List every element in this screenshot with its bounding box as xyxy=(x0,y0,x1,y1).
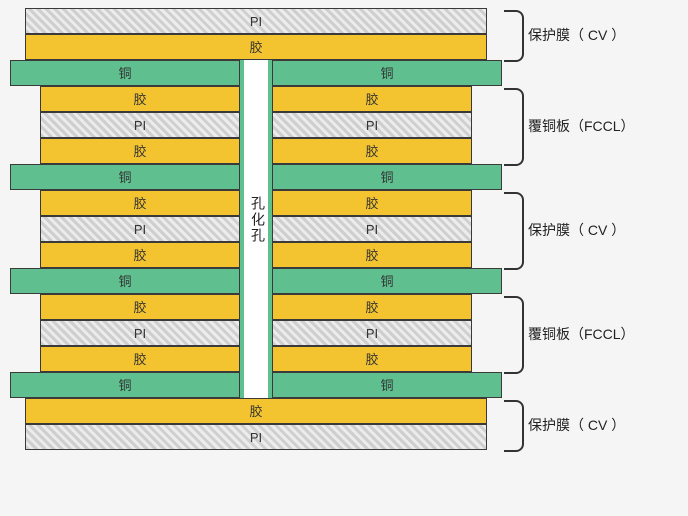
layer-row-pi: PI PI xyxy=(10,112,502,138)
through-hole-segment xyxy=(240,268,272,294)
layer-row-glue: 胶胶 xyxy=(10,242,502,268)
layer-right-copper: 铜 xyxy=(272,60,502,86)
layer-left-glue: 胶 xyxy=(40,294,240,320)
layer-left-copper: 铜 xyxy=(10,60,240,86)
layer-right-pi: PI xyxy=(272,320,472,346)
layer-left-pi: PI xyxy=(40,320,240,346)
layer-left-copper: 铜 xyxy=(10,372,240,398)
group-label: 覆铜板（FCCL） xyxy=(528,324,635,344)
layer-row-copper: 铜铜 xyxy=(10,164,502,190)
layer-right-pi: PI xyxy=(272,216,472,242)
group-label: 保护膜（ CV ） xyxy=(528,415,625,435)
layer-row-pi: PI PI xyxy=(10,320,502,346)
through-hole-segment xyxy=(240,242,272,268)
through-hole-segment xyxy=(240,86,272,112)
layer-row-glue: 胶胶 xyxy=(10,294,502,320)
through-hole-segment xyxy=(240,346,272,372)
through-hole-segment xyxy=(240,320,272,346)
through-hole-segment xyxy=(240,138,272,164)
layer-row-copper: 铜铜 xyxy=(10,60,502,86)
group-label: 覆铜板（FCCL） xyxy=(528,116,635,136)
layer-pi: PI xyxy=(25,8,487,34)
through-hole-segment xyxy=(240,294,272,320)
layer-right-copper: 铜 xyxy=(272,372,502,398)
layer-row-glue: 胶胶 xyxy=(10,138,502,164)
layer-left-copper: 铜 xyxy=(10,268,240,294)
layer-left-glue: 胶 xyxy=(40,346,240,372)
group-brace xyxy=(504,192,524,270)
through-hole-segment xyxy=(240,112,272,138)
layer-row-copper: 铜铜 xyxy=(10,372,502,398)
through-hole-segment xyxy=(240,372,272,398)
group-label-area: 保护膜（ CV ） 覆铜板（FCCL） 保护膜（ CV ） 覆铜板（FCCL） 保护膜（… xyxy=(502,8,672,450)
through-hole-label: 孔化孔 xyxy=(248,196,268,244)
layer-right-glue: 胶 xyxy=(272,138,472,164)
group-label: 保护膜（ CV ） xyxy=(528,25,625,45)
layer-row-glue: 胶胶 xyxy=(10,86,502,112)
layer-right-glue: 胶 xyxy=(272,346,472,372)
layer-right-copper: 铜 xyxy=(272,268,502,294)
group-label: 保护膜（ CV ） xyxy=(528,220,625,240)
layer-left-pi: PI xyxy=(40,216,240,242)
layer-glue: 胶 xyxy=(25,34,487,60)
through-hole-segment xyxy=(240,164,272,190)
layer-row-glue: 胶胶 xyxy=(10,346,502,372)
layer-row-copper: 铜铜 xyxy=(10,268,502,294)
layer-left-copper: 铜 xyxy=(10,164,240,190)
layer-left-glue: 胶 xyxy=(40,86,240,112)
layer-right-glue: 胶 xyxy=(272,86,472,112)
layer-right-glue: 胶 xyxy=(272,190,472,216)
layer-glue: 胶 xyxy=(25,398,487,424)
layer-right-glue: 胶 xyxy=(272,294,472,320)
group-brace xyxy=(504,88,524,166)
group-brace xyxy=(504,400,524,452)
layer-left-pi: PI xyxy=(40,112,240,138)
pcb-stackup-diagram: PI胶铜铜胶胶PIPI胶胶铜铜胶胶PIPI胶胶铜铜胶胶PIPI胶胶铜铜胶PI 保… xyxy=(0,0,688,516)
layer-pi: PI xyxy=(25,424,487,450)
group-brace xyxy=(504,296,524,374)
layer-left-glue: 胶 xyxy=(40,138,240,164)
layer-right-glue: 胶 xyxy=(272,242,472,268)
group-brace xyxy=(504,10,524,62)
layer-left-glue: 胶 xyxy=(40,242,240,268)
layer-right-copper: 铜 xyxy=(272,164,502,190)
through-hole-segment xyxy=(240,60,272,86)
layer-right-pi: PI xyxy=(272,112,472,138)
layer-left-glue: 胶 xyxy=(40,190,240,216)
